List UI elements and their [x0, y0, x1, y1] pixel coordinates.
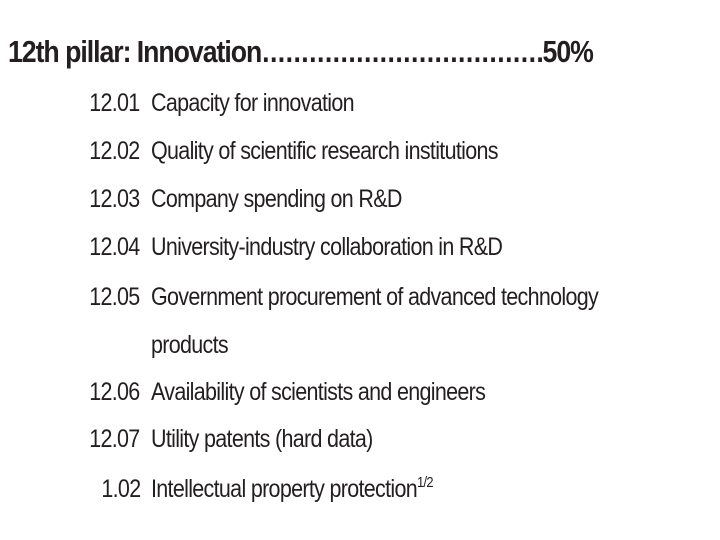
indicator-code: 12.03 [89, 185, 141, 213]
indicator-label: Government procurement of advanced techn… [151, 273, 599, 369]
indicator-label: Utility patents (hard data) [151, 425, 373, 453]
indicator-label: Availability of scientists and engineers [151, 378, 486, 406]
indicator-label: University-industry collaboration in R&D [151, 233, 503, 261]
footnote-marker: 1/2 [417, 474, 434, 491]
indicator-label: Company spending on R&D [151, 185, 402, 213]
pillar-title: 12th pillar: Innovation [8, 34, 262, 69]
dot-leader: ........................................… [262, 34, 542, 69]
indicator-code: 12.04 [89, 233, 141, 261]
indicator-code: 1.02 [100, 475, 141, 503]
indicator-code: 12.06 [89, 378, 141, 406]
indicator-code: 12.07 [89, 425, 141, 453]
indicator-code: 12.01 [89, 89, 141, 117]
indicator-label: Quality of scientific research instituti… [151, 137, 499, 165]
indicator-label: Capacity for innovation [151, 89, 355, 117]
indicator-label-line: products [151, 331, 229, 359]
indicator-label: Intellectual property protection1/2 [151, 465, 434, 513]
indicator-code: 12.05 [89, 283, 141, 311]
indicator-label-line: Government procurement of advanced techn… [151, 283, 599, 311]
indicator-code: 12.02 [89, 137, 141, 165]
pillar-heading: 12th pillar: Innovation ................… [8, 30, 594, 74]
pillar-weight: 50% [542, 34, 594, 69]
indicator-label-text: Intellectual property protection [151, 475, 418, 503]
